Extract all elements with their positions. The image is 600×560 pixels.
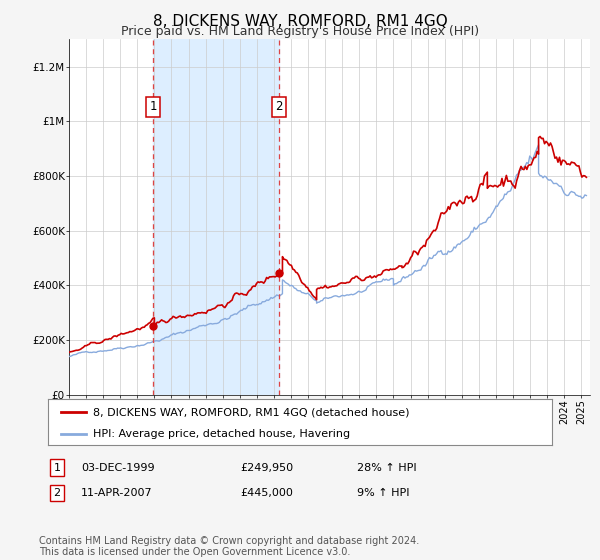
Text: 9% ↑ HPI: 9% ↑ HPI — [357, 488, 409, 498]
Bar — [153, 39, 278, 395]
Text: 8, DICKENS WAY, ROMFORD, RM1 4GQ (detached house): 8, DICKENS WAY, ROMFORD, RM1 4GQ (detach… — [94, 407, 410, 417]
Text: Contains HM Land Registry data © Crown copyright and database right 2024.
This d: Contains HM Land Registry data © Crown c… — [39, 535, 419, 557]
Text: 28% ↑ HPI: 28% ↑ HPI — [357, 463, 416, 473]
Text: 2: 2 — [53, 488, 61, 498]
Text: HPI: Average price, detached house, Havering: HPI: Average price, detached house, Have… — [94, 429, 350, 438]
Text: 1: 1 — [53, 463, 61, 473]
Text: 03-DEC-1999: 03-DEC-1999 — [81, 463, 155, 473]
Text: 11-APR-2007: 11-APR-2007 — [81, 488, 152, 498]
Text: 1: 1 — [149, 100, 157, 113]
Text: 2: 2 — [275, 100, 283, 113]
Text: Price paid vs. HM Land Registry's House Price Index (HPI): Price paid vs. HM Land Registry's House … — [121, 25, 479, 38]
Text: 8, DICKENS WAY, ROMFORD, RM1 4GQ: 8, DICKENS WAY, ROMFORD, RM1 4GQ — [152, 14, 448, 29]
Text: £249,950: £249,950 — [240, 463, 293, 473]
Text: £445,000: £445,000 — [240, 488, 293, 498]
